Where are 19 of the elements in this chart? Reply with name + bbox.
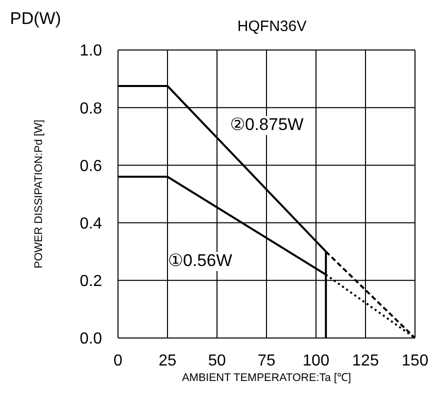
text: PD(W)	[10, 9, 61, 29]
x-tick-label: 0	[114, 352, 123, 370]
annotation: ①0.56W	[168, 251, 232, 271]
y-tick-label: 0.8	[80, 100, 102, 118]
x-tick-label: 125	[352, 352, 379, 370]
y-tick-label: 0.2	[80, 273, 102, 290]
y-tick-label: 0.0	[80, 330, 102, 348]
x-tick-label: 150	[402, 352, 428, 370]
y-tick-label: 0.4	[80, 215, 102, 232]
x-tick-label: 100	[302, 352, 330, 370]
y-tick-label: 1.0	[80, 42, 102, 60]
x-tick-label: 25	[158, 352, 176, 370]
y-tick-label: 0.6	[80, 158, 102, 175]
annotation: ②0.875W	[230, 115, 304, 135]
x-tick-label: 75	[258, 352, 276, 370]
x-axis-title: AMBIENT TEMPERATORE:Ta [℃]	[182, 372, 352, 384]
x-tick-label: 50	[208, 352, 226, 370]
chart-title: HQFN36V	[236, 18, 308, 35]
y-axis-title: POWER DISSIPATION:Pd [W]	[32, 120, 45, 268]
